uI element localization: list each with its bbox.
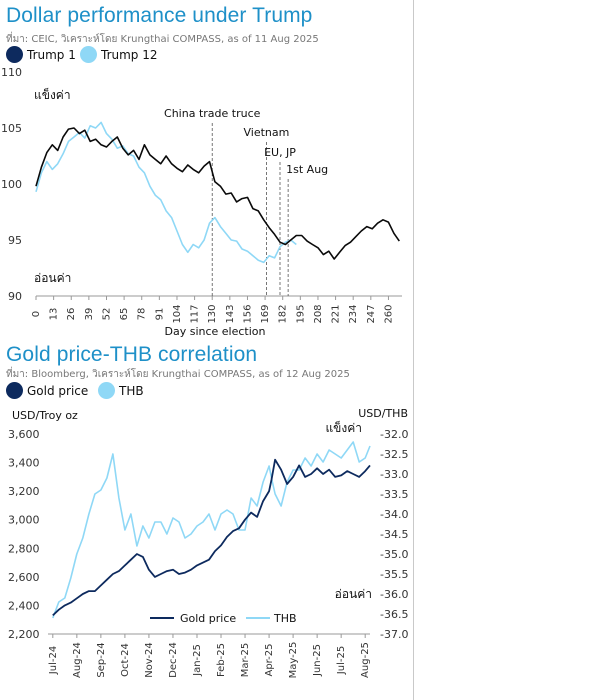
x-tick-label: 39 <box>84 308 95 321</box>
y-tick-label-right: -34.5 <box>380 528 408 541</box>
x-tick-label: 91 <box>154 308 165 321</box>
event-label: EU, JP <box>264 146 296 159</box>
y-tick-label-left: 2,400 <box>8 599 40 612</box>
y-tick-label-left: 2,600 <box>8 571 40 584</box>
x-tick-label: May-25 <box>288 642 299 679</box>
y-tick-label-left: 2,800 <box>8 542 40 555</box>
y-tick-label-right: -33.0 <box>380 468 408 481</box>
legend-label-gold: Gold price <box>27 383 89 398</box>
y-tick-label-right: -36.5 <box>380 608 408 621</box>
y-tick-label: 90 <box>8 290 22 303</box>
y-tick-label-right: -32.5 <box>380 448 408 461</box>
y-tick-label: 105 <box>1 122 22 135</box>
y-tick-label-right: -34.0 <box>380 508 408 521</box>
chart-source: ที่มา: Bloomberg, วิเคราะห์โดย Krungthai… <box>6 369 350 380</box>
x-tick-label: 247 <box>366 304 377 323</box>
dollar-chart-plot: 90 95 100 105 110 0 13 26 39 52 65 78 91 104 117 130 143… <box>1 66 402 338</box>
series-line-trump12 <box>35 121 297 264</box>
legend-label-thb: THB <box>119 383 144 398</box>
x-axis-title: Day since election <box>165 325 266 338</box>
event-label: 1st Aug <box>286 163 328 176</box>
x-tick-label: 143 <box>225 304 236 323</box>
legend-item-trump1: Trump 1 <box>6 46 76 63</box>
y-tick-label-right: -32.0 <box>380 428 408 441</box>
y-tick-label-left: 3,200 <box>8 485 40 498</box>
y-tick-label-left: 3,000 <box>8 514 40 527</box>
x-tick-label: 260 <box>383 304 394 323</box>
x-tick-label: 117 <box>190 304 201 323</box>
x-tick-label: 65 <box>119 308 130 321</box>
panel-divider <box>413 0 414 700</box>
y-tick-label-right: -35.0 <box>380 548 408 561</box>
annotation-weaken: อ่อนค่า <box>335 587 372 601</box>
y-tick-label-right: -36.0 <box>380 588 408 601</box>
y-axis-title-right: USD/THB <box>358 407 408 420</box>
y-tick-label-right: -35.5 <box>380 568 408 581</box>
x-tick-label: 182 <box>278 304 289 323</box>
event-label: Vietnam <box>244 126 290 139</box>
x-tick-label: Nov-24 <box>144 642 155 678</box>
inline-legend-label-thb: THB <box>273 612 297 625</box>
x-tick-label: Jul-25 <box>336 646 347 675</box>
x-tick-label: 208 <box>313 304 324 323</box>
annotation-strengthen: แข็งค่า <box>34 87 71 102</box>
y-tick-label: 110 <box>1 66 22 79</box>
y-tick-label: 95 <box>8 234 22 247</box>
x-tick-label: 0 <box>31 311 42 317</box>
y-tick-label-left: 2,200 <box>8 628 40 641</box>
gold-chart-plot: USD/Troy oz USD/THB 2,200 2,400 2,600 2,800 3,… <box>8 407 408 679</box>
y-tick-label-left: 3,400 <box>8 457 40 470</box>
chart-title: Gold price-THB correlation <box>6 343 258 366</box>
x-tick-label: 195 <box>295 304 306 323</box>
series-line-trump1 <box>35 127 400 260</box>
legend-swatch-gold <box>6 382 23 399</box>
series-line-gold <box>52 458 371 617</box>
x-tick-label: 104 <box>172 304 183 323</box>
y-tick-label-left: 3,600 <box>8 428 40 441</box>
y-tick-label: 100 <box>1 178 22 191</box>
x-tick-label: Jan-25 <box>192 644 203 677</box>
gold-chart-panel: Gold price-THB correlation ที่มา: Bloomb… <box>0 340 414 700</box>
legend-label-trump12: Trump 12 <box>101 47 158 62</box>
x-tick-label: Mar-25 <box>240 643 251 678</box>
x-tick-label: Aug-25 <box>360 642 371 678</box>
legend-item-thb: THB <box>98 382 144 399</box>
x-tick-label: 234 <box>348 304 359 323</box>
y-tick-label-right: -33.5 <box>380 488 408 501</box>
dollar-chart-panel: Dollar performance under Trump ที่มา: CE… <box>0 0 414 340</box>
legend-item-gold: Gold price <box>6 382 88 399</box>
x-tick-label: 169 <box>260 304 271 323</box>
x-tick-label: 221 <box>331 304 342 323</box>
event-label: China trade truce <box>164 107 261 120</box>
x-tick-label: Oct-24 <box>120 643 131 677</box>
x-tick-label: 13 <box>49 308 60 321</box>
legend-item-trump12: Trump 12 <box>80 46 158 63</box>
x-tick-label: Jul-24 <box>48 646 59 675</box>
x-tick-label: Aug-24 <box>72 642 83 678</box>
series-line-thb <box>52 441 371 619</box>
annotation-strengthen: แข็งค่า <box>325 420 362 435</box>
x-tick-label: 156 <box>242 304 253 323</box>
x-tick-label: 78 <box>137 308 148 321</box>
x-tick-label: Dec-24 <box>168 642 179 678</box>
x-tick-label: Jun-25 <box>312 644 323 677</box>
y-axis-title-left: USD/Troy oz <box>12 409 78 422</box>
legend-swatch-thb <box>98 382 115 399</box>
chart-title: Dollar performance under Trump <box>6 4 313 27</box>
inline-legend-label-gold: Gold price <box>180 612 236 625</box>
x-tick-label: Apr-25 <box>264 644 275 677</box>
legend-swatch-trump12 <box>80 46 97 63</box>
x-tick-label: Sep-24 <box>96 642 107 677</box>
chart-source: ที่มา: CEIC, วิเคราะห์โดย Krungthai COMP… <box>6 34 319 45</box>
x-tick-label: Feb-25 <box>216 643 227 677</box>
x-tick-label: 52 <box>101 308 112 321</box>
legend-label-trump1: Trump 1 <box>27 47 76 62</box>
x-tick-label: 130 <box>207 304 218 323</box>
y-tick-label-right: -37.0 <box>380 628 408 641</box>
legend-swatch-trump1 <box>6 46 23 63</box>
annotation-weaken: อ่อนค่า <box>34 271 71 285</box>
x-tick-label: 26 <box>66 308 77 321</box>
